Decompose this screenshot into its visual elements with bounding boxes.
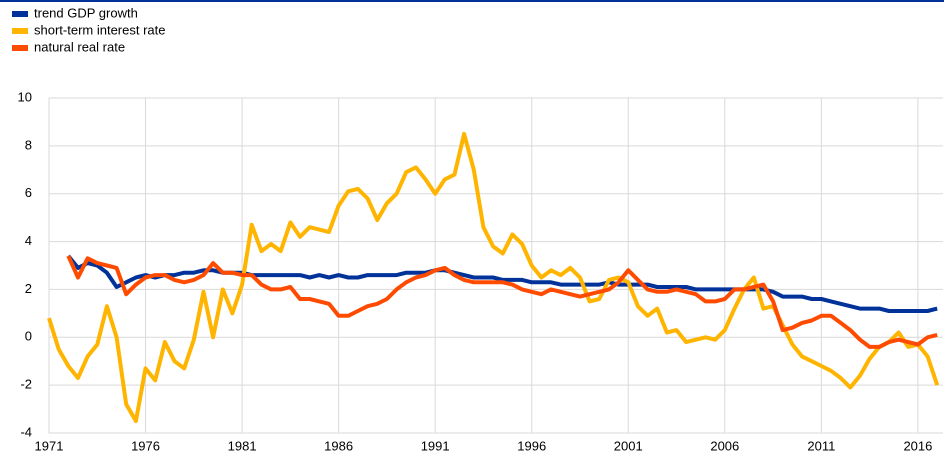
y-tick-label: 0: [25, 329, 32, 344]
x-tick-label: 1991: [421, 438, 450, 453]
legend-label: trend GDP growth: [34, 5, 138, 20]
y-tick-label: 2: [25, 281, 32, 296]
x-tick-label: 2006: [710, 438, 739, 453]
legend-label: short-term interest rate: [34, 22, 166, 37]
x-tick-label: 1976: [131, 438, 160, 453]
legend-swatch: [12, 28, 28, 34]
series-line: [66, 254, 938, 313]
x-tick-label: 2001: [614, 438, 643, 453]
y-tick-label: -2: [20, 377, 32, 392]
x-tick-label: 1971: [35, 438, 64, 453]
y-tick-label: -4: [20, 424, 32, 439]
series-line: [47, 131, 940, 423]
legend-label: natural real rate: [34, 39, 125, 54]
x-tick-label: 1986: [324, 438, 353, 453]
x-tick-label: 1981: [228, 438, 257, 453]
y-tick-label: 10: [18, 89, 32, 104]
y-tick-label: 8: [25, 137, 32, 152]
legend-swatch: [12, 45, 28, 51]
y-tick-label: 4: [25, 233, 32, 248]
x-tick-label: 2011: [807, 438, 835, 453]
legend-swatch: [12, 11, 28, 17]
series-line: [66, 255, 938, 349]
x-tick-label: 2016: [903, 438, 932, 453]
y-tick-label: 6: [25, 185, 32, 200]
x-tick-label: 1996: [517, 438, 546, 453]
